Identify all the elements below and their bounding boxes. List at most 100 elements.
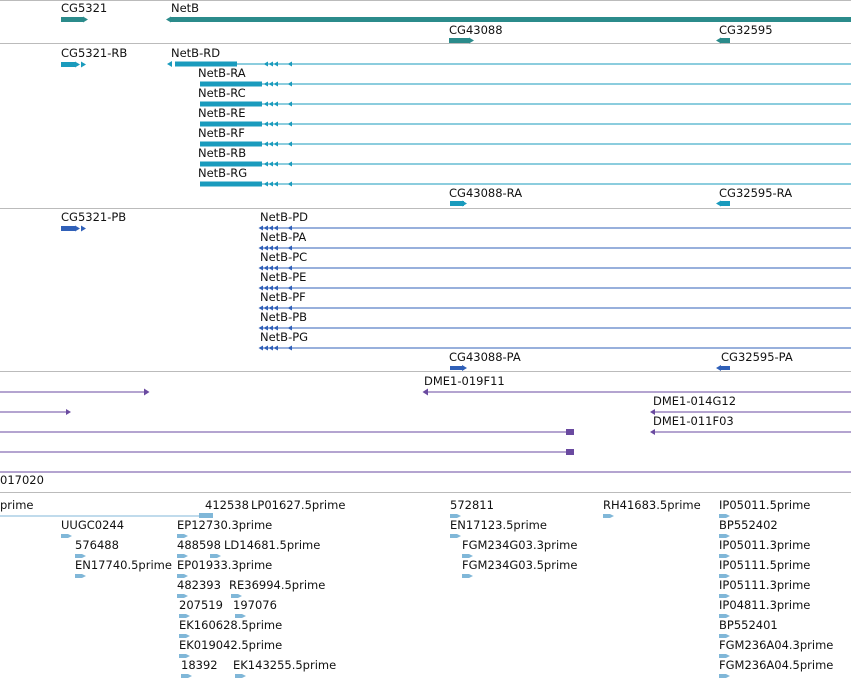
est-label[interactable]: FGM236A04.5prime [719,658,834,672]
strand-arrow [469,574,473,578]
est-label[interactable]: BP552402 [719,518,778,532]
strand-arrow [650,409,655,415]
track-separator [0,43,851,44]
transcript-label[interactable]: NetB-RG [198,166,248,180]
transcript-label[interactable]: NetB-RA [198,66,246,80]
strand-arrow [82,554,86,558]
strand-arrow [217,554,221,558]
clone-label[interactable]: DME1-014G12 [653,394,737,408]
strand-arrow [287,285,292,291]
est-label[interactable]: EN17740.5prime [75,558,172,572]
est-label[interactable]: EN17123.5prime [450,518,547,532]
est-label[interactable]: LD14681.5prime [224,538,321,552]
protein-label[interactable]: NetB-PA [260,230,307,244]
exon-block [200,121,262,127]
strand-arrow [238,594,242,598]
est-label[interactable]: EK019042.5prime [179,638,283,652]
strand-arrow [66,409,71,415]
strand-arrow [263,101,268,107]
strand-arrow [287,161,292,167]
clone-label[interactable]: 017020 [0,473,44,487]
strand-arrow [263,181,268,187]
est-label[interactable]: 412538 [205,498,249,512]
est-label[interactable]: IP04811.3prime [719,598,811,612]
strand-arrow [184,574,188,578]
est-label[interactable]: IP05111.5prime [719,558,811,572]
est-glyph [179,654,186,658]
est-label[interactable]: FGM236A04.3prime [719,638,834,652]
strand-arrow [273,141,278,147]
est-label[interactable]: UUGC0244 [61,518,125,532]
est-label[interactable]: LP01627.5prime [251,498,346,512]
gene-label-cg32595[interactable]: CG32595 [719,23,773,37]
protein-label[interactable]: CG32595-PA [721,350,793,364]
protein-label[interactable]: CG5321-PB [61,210,127,224]
clone-label[interactable]: DME1-011F03 [653,414,734,428]
protein-label[interactable]: NetB-PG [260,330,309,344]
strand-arrow [263,245,268,251]
est-glyph [719,614,726,618]
est-label[interactable]: 197076 [233,598,277,612]
strand-arrow [287,305,292,311]
protein-label[interactable]: NetB-PB [260,310,308,324]
transcript-label[interactable]: NetB-RC [198,86,246,100]
est-label[interactable]: FGM234G03.5prime [462,558,578,572]
est-label[interactable]: EP01933.3prime [177,558,273,572]
exon-block [200,181,262,187]
transcript-label[interactable]: CG32595-RA [719,186,793,200]
est-label[interactable]: 482393 [177,578,221,592]
est-label[interactable]: IP05011.3prime [719,538,811,552]
transcript-label[interactable]: NetB-RB [198,146,247,160]
strand-arrow [273,181,278,187]
est-label[interactable]: IP05011.5prime [719,498,811,512]
protein-label[interactable]: NetB-PD [260,210,309,224]
transcript-label[interactable]: NetB-RE [198,106,246,120]
est-label[interactable]: BP552401 [719,618,778,632]
gene-label-cg5321[interactable]: CG5321 [61,1,108,15]
est-glyph [75,574,82,578]
strand-arrow [263,325,268,331]
strand-arrow [258,225,263,231]
strand-arrow [242,614,246,618]
strand-arrow [716,37,721,44]
est-label[interactable]: 488598 [177,538,221,552]
strand-arrow [726,634,730,638]
est-label[interactable]: IP05111.3prime [719,578,811,592]
protein-label[interactable]: NetB-PE [260,270,307,284]
transcript-label[interactable]: NetB-RD [171,46,221,60]
strand-arrow [726,614,730,618]
track-separator [0,371,851,372]
est-label[interactable]: 576488 [75,538,119,552]
est-label[interactable]: FGM234G03.3prime [462,538,578,552]
gene-glyph [449,38,469,43]
est-label[interactable]: prime [0,498,34,512]
gene-label-cg43088[interactable]: CG43088 [449,23,503,37]
strand-arrow [287,181,292,187]
est-label[interactable]: EK143255.5prime [233,658,337,672]
strand-arrow [263,225,268,231]
est-label[interactable]: 572811 [450,498,494,512]
strand-arrow [263,61,268,67]
transcript-label[interactable]: CG5321-RB [61,46,128,60]
strand-arrow [144,388,150,396]
protein-label[interactable]: NetB-PC [260,250,308,264]
protein-label[interactable]: NetB-PF [260,290,306,304]
gene-label-netb[interactable]: NetB [171,1,200,15]
est-label[interactable]: EP12730.3prime [177,518,273,532]
est-label[interactable]: 207519 [179,598,223,612]
track-separator [0,208,851,209]
protein-label[interactable]: CG43088-PA [449,350,521,364]
strand-arrow [268,61,273,67]
est-label[interactable]: EK160628.5prime [179,618,283,632]
clone-label[interactable]: DME1-019F11 [424,374,505,388]
transcript-label[interactable]: NetB-RF [198,126,245,140]
est-label[interactable]: RE36994.5prime [229,578,326,592]
est-label[interactable]: 18392 [181,658,218,672]
exon-block [61,226,75,231]
strand-arrow [726,674,730,678]
track-separator [0,0,851,1]
est-label[interactable]: RH41683.5prime [603,498,701,512]
strand-arrow [716,200,721,207]
clone-end [566,449,574,455]
transcript-label[interactable]: CG43088-RA [449,186,523,200]
